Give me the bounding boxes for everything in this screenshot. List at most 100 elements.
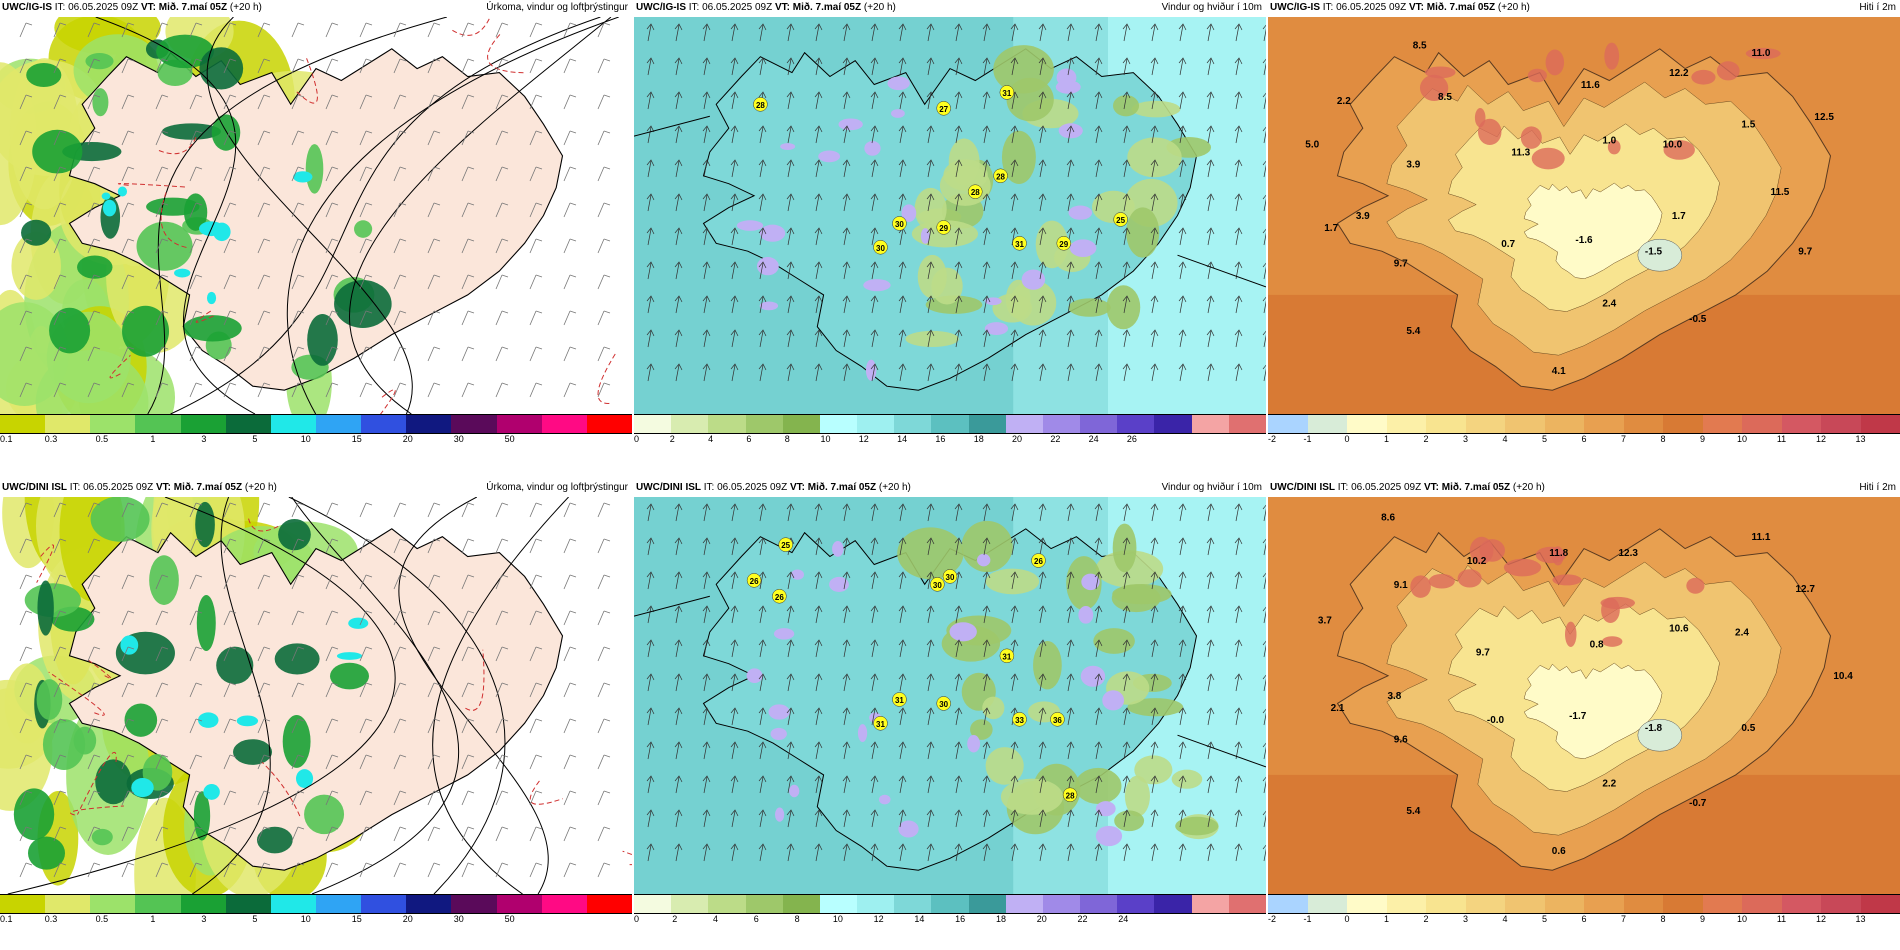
gust-area (863, 279, 891, 292)
wind-arrow (647, 160, 652, 178)
wind-arrow (983, 296, 988, 314)
wind-arrow (1011, 364, 1016, 382)
wind-arrow (1150, 23, 1159, 31)
wind-arrow (1263, 814, 1266, 828)
wind-barb (161, 58, 169, 62)
wind-arrow (1206, 329, 1215, 337)
temperature-value: 2.1 (1331, 703, 1345, 714)
color-scale-swatch (1781, 415, 1821, 433)
wind-arrow (1263, 610, 1266, 624)
wind-barb (195, 94, 203, 98)
wind-barb (87, 310, 95, 326)
wind-arrow (646, 193, 655, 201)
color-scale-label: 6 (1581, 914, 1587, 924)
temperature-value: 11.8 (1549, 548, 1568, 559)
wind-barb (297, 538, 305, 542)
color-scale-swatch (968, 895, 1006, 913)
wind-arrow (703, 160, 708, 178)
wind-barb (427, 646, 435, 662)
wind-barb (535, 646, 543, 650)
wind-arrow (871, 92, 876, 110)
wind-arrow (759, 296, 764, 314)
wind-arrow (786, 159, 795, 167)
wind-arrow (1011, 844, 1016, 862)
wind-barb (325, 346, 333, 362)
wind-barb (59, 754, 67, 758)
wind-arrow (1207, 810, 1212, 828)
wind-arrow (1179, 674, 1184, 692)
wind-arrow (1235, 160, 1240, 178)
temperature-value: 3.7 (1318, 616, 1332, 627)
temperature-contour (88, 659, 112, 680)
wind-arrow (842, 639, 851, 647)
wind-arrow (1179, 330, 1184, 348)
wind-barb (19, 58, 27, 74)
wind-arrow (954, 295, 963, 303)
wind-arrow (1262, 160, 1266, 166)
wind-barb (467, 538, 475, 542)
precip-area (21, 219, 52, 246)
wind-barb (291, 238, 299, 254)
wind-barb (603, 22, 611, 26)
gust-area (864, 140, 881, 156)
wind-arrow (1038, 571, 1047, 579)
wind-barb (529, 202, 537, 218)
wind-barb (365, 274, 373, 278)
valid-time-label: VT: (789, 482, 805, 493)
temperature-value: 5.4 (1406, 806, 1420, 817)
wind-barb (365, 862, 373, 866)
wind-barb (87, 538, 95, 554)
wind-arrow (703, 92, 708, 110)
color-scale-label: 2 (669, 434, 675, 444)
wind-arrow (1123, 674, 1128, 692)
wind-arrow (1094, 23, 1103, 31)
wind-arrow (898, 295, 907, 303)
wind-arrow (843, 776, 848, 794)
wind-arrow (983, 160, 988, 178)
gust-value: 30 (876, 244, 885, 253)
wind-barb (603, 754, 611, 758)
gust-max-marker (746, 573, 762, 588)
gust-value: 36 (1053, 716, 1062, 725)
wind-arrow (787, 92, 792, 110)
wind-arrow (703, 24, 708, 42)
color-scale-swatch (1154, 415, 1192, 433)
gust-area (1095, 801, 1116, 817)
wind-arrow (899, 674, 904, 692)
wind-barb (297, 382, 305, 386)
wind-arrow (759, 674, 764, 692)
wind-arrow (787, 228, 792, 246)
wind-barb (127, 58, 135, 62)
wind-area (1171, 769, 1203, 789)
wind-barb (359, 646, 367, 662)
wind-arrow (1123, 640, 1128, 658)
wind-barb (467, 610, 475, 614)
lead-time: (+20 h) (863, 2, 896, 13)
wind-arrow (758, 673, 767, 681)
wind-barb (399, 130, 407, 134)
wind-barb (161, 238, 169, 242)
wind-barb (25, 862, 33, 866)
wind-area (1124, 775, 1150, 817)
variable-title: Úrkoma, vindur og loftþrýstingur (486, 2, 628, 13)
wind-barb (535, 310, 543, 314)
wind-barb (189, 646, 197, 662)
wind-arrow (731, 742, 736, 760)
wind-barb (25, 382, 33, 386)
wind-barb (229, 346, 237, 350)
wind-arrow (730, 159, 739, 167)
wind-barb (529, 58, 537, 74)
color-scale-label: 10 (300, 434, 311, 444)
wind-arrow (1066, 363, 1075, 371)
wind-arrow (1235, 504, 1240, 522)
wind-arrow (1263, 780, 1266, 794)
wind-barb (25, 130, 33, 134)
wind-arrow (842, 843, 851, 851)
valid-time: Mið. 7.maí 05Z (1426, 2, 1496, 13)
wind-barb (597, 22, 605, 38)
wind-arrow (954, 193, 963, 201)
wind-barb (461, 22, 469, 38)
wind-arrow (1263, 848, 1266, 862)
wind-barb (53, 202, 61, 218)
wind-barb (189, 94, 197, 110)
